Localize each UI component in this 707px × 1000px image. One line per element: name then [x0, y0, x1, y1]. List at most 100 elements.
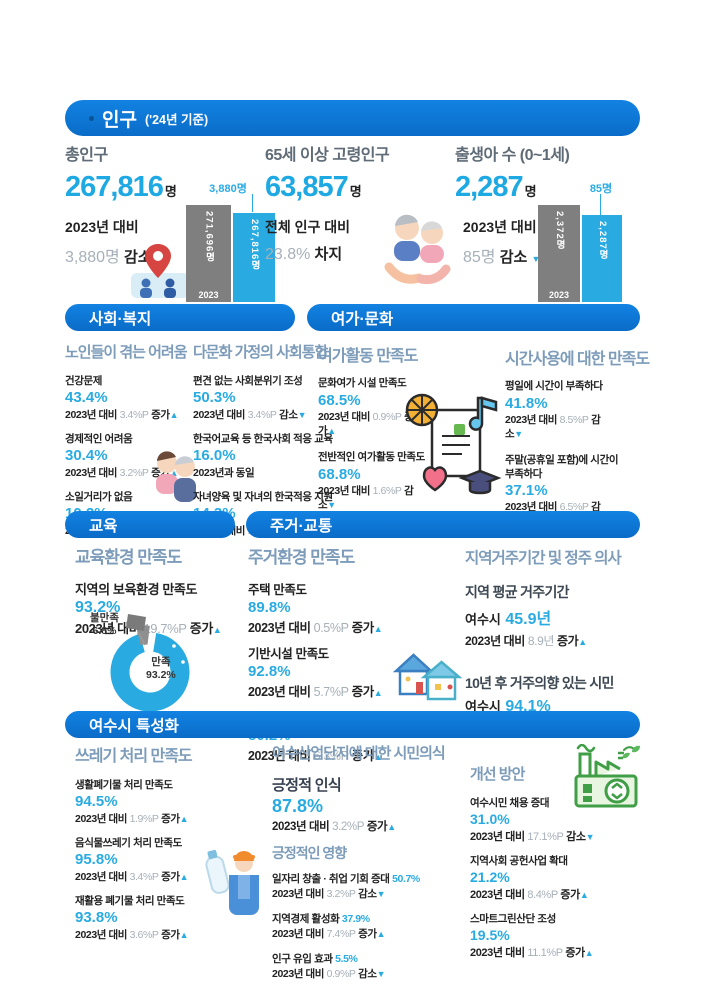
change-verb: 감소 — [566, 831, 586, 843]
ratio-suffix: 차지 — [314, 246, 343, 263]
delta-value: 0.9%P — [372, 410, 402, 423]
stat-label: 지역경제 활성화 37.9% — [272, 911, 467, 926]
compare-prefix: 2023년 대비 — [75, 813, 128, 825]
compare-prefix: 2023년 대비 — [65, 409, 118, 421]
stat-label: 음식물쓰레기 처리 만족도 — [75, 837, 182, 849]
change-verb: 감소 — [358, 968, 377, 980]
stat-value: 95.8% — [75, 851, 118, 868]
change-verb: 증가 — [351, 621, 375, 635]
stat-change: 2023년 대비 3.2%P 증가▲ — [65, 465, 191, 480]
stat-change: 2023년과 동일 — [193, 465, 311, 480]
compare-prefix: 전체 인구 대비 — [265, 219, 351, 235]
change-verb: 감소 — [358, 888, 377, 900]
stat-value: 68.5% — [318, 391, 361, 409]
compare-prefix: 2023년 대비 — [470, 947, 525, 959]
stat-change: 2023년 대비 3.6%P 증가▲ — [75, 927, 225, 942]
stat-label: 편견 없는 사회분위기 조성 — [193, 375, 303, 387]
industry-column: 여수산업단지에 대한 시민의식 긍정적 인식 87.8% 2023년 대비 3.… — [272, 742, 467, 991]
delta-value: 6.5%P — [559, 501, 589, 514]
section-header-population: 인구 ('24년 기준) — [65, 100, 640, 136]
compare-prefix: 2023년 대비 — [193, 409, 246, 421]
compare-prefix: 2023년 대비 — [65, 467, 118, 479]
delta-value: 8.4%P — [527, 889, 558, 901]
stat-item: 인구 유입 효과 5.5% 2023년 대비 0.9%P 감소▼ — [272, 951, 467, 981]
subsection-title: 교육환경 만족도 — [75, 548, 182, 567]
stat-change: 2023년 대비 17.1%P 감소▼ — [470, 828, 645, 844]
time-use-column: 시간사용에 대한 만족도 평일에 시간이 부족하다 41.8% 2023년 대비… — [505, 345, 650, 542]
stat-change: 2023년 대비 1.9%P 증가▲ — [75, 811, 225, 826]
delta-value: 85명 — [463, 249, 496, 266]
section-header-education: 교육 — [65, 511, 235, 538]
housing-env-column: 주거환경 만족도 주택 만족도 89.8% 2023년 대비 0.5%P 증가▲… — [248, 543, 453, 771]
stat-big-number: 2,287 명 — [455, 171, 537, 203]
stat-title: 65세 이상 고령인구 — [265, 147, 390, 164]
stat-value: 50.3% — [193, 389, 236, 406]
change-verb: 증가 — [358, 928, 377, 940]
stat-value: 94.5% — [75, 793, 118, 810]
compare-prefix: 2023년 대비 — [470, 831, 525, 843]
stat-item: 지역경제 활성화 37.9% 2023년 대비 7.4%P 증가▲ — [272, 911, 467, 941]
delta-value: 3.4%P — [119, 409, 149, 421]
slice-value: 93.2% — [146, 669, 176, 682]
change-verb: 증가 — [351, 749, 375, 763]
stat-change: 2023년 대비 5.7%P 증가▲ — [248, 681, 453, 700]
compare-prefix: 2023년 대비 — [318, 410, 371, 423]
section-title: 인구 — [102, 109, 137, 131]
compare-prefix: 2023년 대비 — [505, 501, 558, 514]
stat-label: 문화여가 시설 만족도 — [318, 377, 407, 389]
delta-value: 3.2%P — [332, 821, 365, 833]
down-arrow-icon: ▼ — [531, 254, 541, 264]
stat-item: 기반시설 만족도 92.8% 2023년 대비 5.7%P 증가▲ — [248, 643, 453, 700]
down-arrow-icon: ▼ — [585, 832, 595, 842]
stat-value: 19.5% — [470, 927, 510, 943]
elderly-care-icon — [384, 214, 451, 284]
up-arrow-icon: ▲ — [212, 625, 222, 635]
stat-value: 37.1% — [505, 482, 548, 500]
compare-prefix: 2023년 대비 — [248, 685, 311, 699]
delta-value: 3.6%P — [129, 929, 159, 941]
up-arrow-icon: ▲ — [376, 929, 386, 939]
change-verb: 증가 — [161, 929, 180, 941]
stat-value: 31.0% — [470, 811, 510, 827]
bar-value-label: 267,816명 — [249, 219, 260, 271]
change-verb: 증가 — [556, 634, 579, 648]
stat-change: 2023년 대비 6.3%P 증가▲ — [248, 745, 453, 764]
stat-label: 지역사회 공헌사업 확대 — [470, 855, 568, 867]
up-arrow-icon: ▲ — [387, 822, 396, 832]
change-verb: 감소 — [279, 409, 298, 421]
stat-label: 긍정적 인식 — [272, 777, 342, 794]
compare-prefix: 2023년 대비 — [505, 413, 558, 426]
stat-label: 일자리 창출 · 취업 기회 증대 50.7% — [272, 871, 467, 886]
stat-value: 43.4% — [65, 389, 108, 406]
slice-label: 만족 — [151, 656, 171, 668]
compare-prefix: 2023년 대비 — [272, 821, 330, 833]
section-header-social: 사회·복지 — [65, 304, 295, 331]
stat-value: 5.5% — [335, 953, 358, 965]
bar-2024: 2,287명 — [582, 215, 622, 302]
stat-value: 93.2% — [75, 599, 121, 616]
up-arrow-icon: ▲ — [169, 410, 179, 420]
stat-value: 68.8% — [318, 465, 361, 483]
change-verb: 증가 — [151, 409, 170, 421]
stat-label: 경제적인 어려움 — [65, 433, 133, 445]
stat-label: 주말(공휴일 포함)에 시간이 부족하다 — [505, 453, 619, 480]
subsection-title: 긍정적인 영향 — [272, 845, 347, 861]
slice-label: 불만족 — [90, 612, 119, 624]
births-block: 출생아 수 (0~1세) 2,287 명 2023년 대비 85명 감소 ▼ — [455, 141, 595, 267]
change-verb: 증가 — [161, 871, 180, 883]
stat-label: 전반적인 여가활동 만족도 — [318, 450, 425, 463]
stat-item: 전반적인 여가활동 만족도 68.8% 2023년 대비 1.6%P 감소▼ — [318, 451, 438, 512]
stat-item: 생활폐기물 처리 만족도 94.5% 2023년 대비 1.9%P 증가▲ — [75, 777, 225, 826]
delta-value: 8.5%P — [559, 413, 589, 426]
subsection-title: 개선 방안 — [470, 766, 525, 783]
section-title: 여가·문화 — [331, 310, 394, 328]
houses-icon — [392, 653, 462, 701]
map-pin-icon — [131, 244, 189, 298]
stat-value: 45.9년 — [505, 611, 552, 628]
compare-prefix: 2023년 대비 — [65, 219, 139, 235]
stat-item: 한국어교육 등 한국사회 적응 교육 16.0% 2023년과 동일 — [193, 431, 333, 480]
stat-change: 2023년 대비 3.4%P 감소▼ — [193, 407, 311, 422]
stat-label: 건강문제 — [65, 375, 103, 387]
stat-change: 2023년 대비 0.9%P 감소▼ — [272, 966, 467, 981]
births-bar-chart: 85명 2,372명 2023 2,287명 — [538, 176, 626, 302]
